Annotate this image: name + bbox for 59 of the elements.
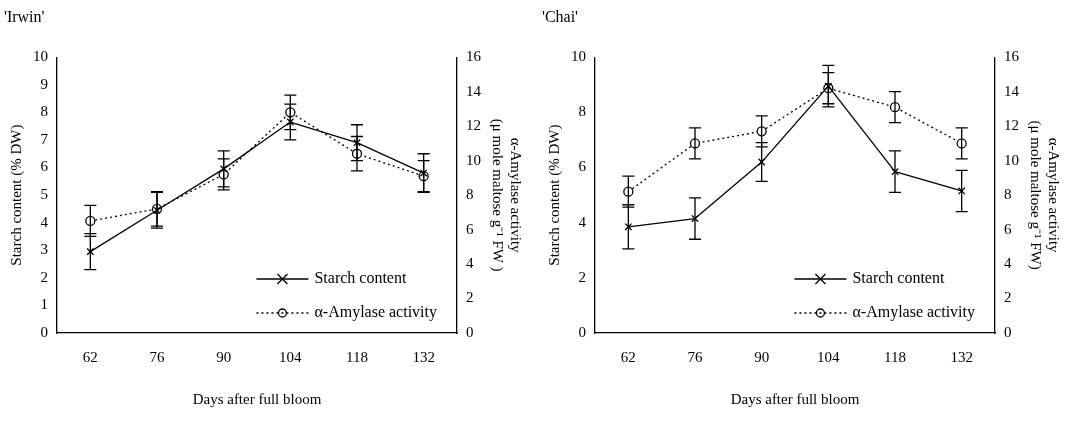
y2-tick-label: 10: [466, 151, 481, 168]
y-tick-label: 6: [40, 158, 49, 175]
x-axis-title: Days after full bloom: [730, 390, 860, 407]
legend-label: Starch content: [852, 269, 945, 287]
y2-tick-label: 14: [466, 82, 482, 99]
y2-tick-label: 8: [1004, 186, 1012, 203]
y2-tick-label: 4: [1004, 254, 1012, 271]
y-tick-label: 4: [40, 213, 49, 230]
x-tick-label: 90: [216, 348, 232, 365]
x-tick-label: 62: [82, 348, 98, 365]
y2-axis-title: α-Amylase activity (μ mole maltose g⁻¹ FW): [1027, 120, 1063, 270]
y2-tick-label: 4: [466, 254, 474, 271]
y-tick-label: 5: [40, 186, 48, 203]
x-tick-label: 104: [279, 348, 303, 365]
y-tick-label: 1: [40, 296, 48, 313]
x-tick-label: 76: [149, 348, 165, 365]
x-axis-title: Days after full bloom: [192, 390, 322, 407]
y-tick-label: 10: [33, 48, 48, 65]
y2-tick-label: 16: [1004, 48, 1020, 65]
y-tick-label: 2: [40, 268, 48, 285]
y-tick-label: 8: [40, 103, 48, 120]
y2-tick-label: 6: [1004, 220, 1012, 237]
legend-label: α-Amylase activity: [852, 303, 976, 322]
y2-tick-label: 6: [466, 220, 474, 237]
y2-tick-label: 16: [466, 48, 482, 65]
x-tick-label: 76: [687, 348, 703, 365]
x-tick-label: 132: [950, 348, 973, 365]
y2-tick-label: 0: [1004, 323, 1012, 340]
y2-tick-label: 2: [1004, 289, 1012, 306]
y-axis-title: Starch content (% DW): [545, 124, 563, 266]
x-tick-label: 90: [754, 348, 770, 365]
x-tick-label: 104: [817, 348, 841, 365]
y2-tick-label: 14: [1004, 82, 1020, 99]
y-tick-label: 0: [578, 323, 586, 340]
y-tick-label: 8: [578, 103, 586, 120]
chart-title: 'Irwin': [4, 7, 45, 25]
x-tick-label: 118: [884, 348, 906, 365]
y2-tick-label: 12: [1004, 117, 1019, 134]
y-tick-label: 9: [40, 75, 48, 92]
y2-tick-label: 10: [1004, 151, 1019, 168]
y-tick-label: 4: [578, 213, 587, 230]
x-tick-label: 62: [620, 348, 636, 365]
legend-label: Starch content: [314, 269, 407, 287]
y-axis-title: Starch content (% DW): [7, 124, 25, 266]
y-tick-label: 10: [571, 48, 586, 65]
chart-title: 'Chai': [542, 7, 579, 25]
y2-tick-label: 0: [466, 323, 474, 340]
y-tick-label: 7: [40, 130, 49, 147]
legend-label: α-Amylase activity: [314, 303, 438, 322]
y-tick-label: 2: [578, 268, 586, 285]
y-tick-label: 3: [40, 241, 48, 258]
y-tick-label: 6: [578, 158, 587, 175]
y2-axis-title: α-Amylase activity (μ mole maltose g⁻¹ FW ): [489, 118, 525, 272]
y2-tick-label: 2: [466, 289, 474, 306]
y-tick-label: 0: [40, 323, 48, 340]
y2-tick-label: 8: [466, 186, 474, 203]
x-tick-label: 132: [412, 348, 435, 365]
x-tick-label: 118: [346, 348, 368, 365]
y2-tick-label: 12: [466, 117, 481, 134]
